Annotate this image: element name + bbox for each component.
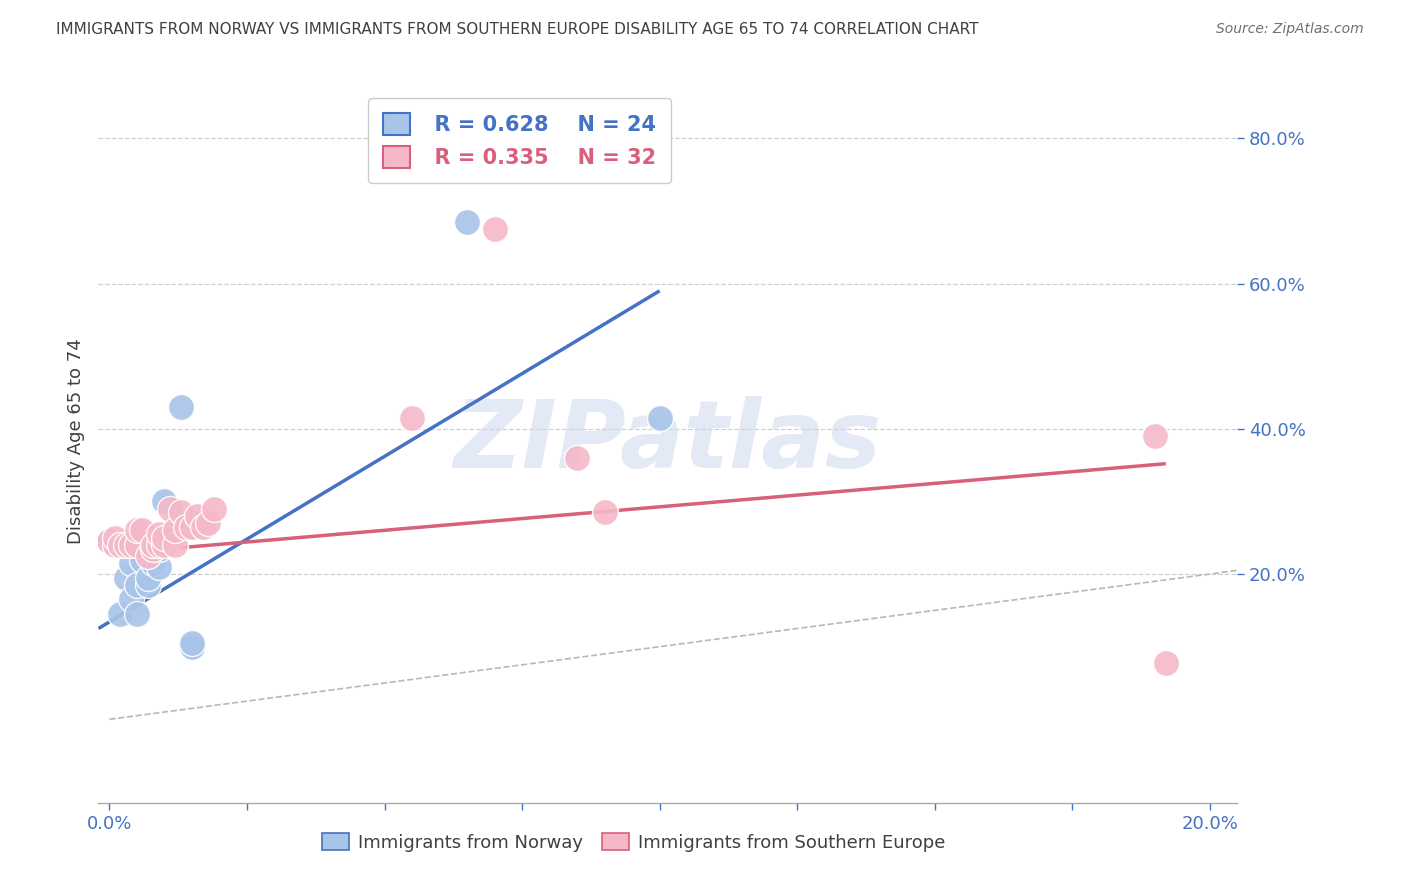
Point bbox=[142, 538, 165, 552]
Point bbox=[131, 552, 153, 566]
Point bbox=[593, 505, 616, 519]
Point bbox=[170, 400, 193, 414]
Point bbox=[565, 450, 588, 465]
Point bbox=[197, 516, 219, 531]
Point bbox=[153, 494, 176, 508]
Point bbox=[202, 501, 225, 516]
Point bbox=[110, 538, 132, 552]
Point bbox=[125, 538, 148, 552]
Point bbox=[120, 592, 142, 607]
Point bbox=[181, 640, 204, 654]
Point bbox=[181, 520, 204, 534]
Point bbox=[176, 520, 198, 534]
Point bbox=[159, 501, 181, 516]
Point bbox=[191, 520, 214, 534]
Point bbox=[153, 538, 176, 552]
Point bbox=[131, 524, 153, 538]
Point bbox=[142, 556, 165, 570]
Point bbox=[142, 541, 165, 556]
Point bbox=[484, 222, 506, 236]
Point bbox=[165, 524, 187, 538]
Point bbox=[125, 578, 148, 592]
Point bbox=[153, 531, 176, 545]
Point bbox=[186, 516, 208, 531]
Point bbox=[125, 524, 148, 538]
Point bbox=[142, 538, 165, 552]
Point bbox=[136, 578, 159, 592]
Point bbox=[131, 531, 153, 545]
Y-axis label: Disability Age 65 to 74: Disability Age 65 to 74 bbox=[66, 339, 84, 544]
Point bbox=[136, 549, 159, 563]
Point bbox=[401, 411, 423, 425]
Point bbox=[165, 538, 187, 552]
Point bbox=[104, 531, 127, 545]
Text: IMMIGRANTS FROM NORWAY VS IMMIGRANTS FROM SOUTHERN EUROPE DISABILITY AGE 65 TO 7: IMMIGRANTS FROM NORWAY VS IMMIGRANTS FRO… bbox=[56, 22, 979, 37]
Point bbox=[110, 607, 132, 621]
Point bbox=[1154, 656, 1177, 670]
Text: ZIPatlas: ZIPatlas bbox=[454, 395, 882, 488]
Point bbox=[120, 538, 142, 552]
Text: Source: ZipAtlas.com: Source: ZipAtlas.com bbox=[1216, 22, 1364, 37]
Point bbox=[170, 505, 193, 519]
Point bbox=[148, 538, 170, 552]
Point bbox=[98, 534, 121, 549]
Point bbox=[159, 531, 181, 545]
Point bbox=[1143, 429, 1166, 443]
Point bbox=[115, 571, 138, 585]
Point bbox=[181, 636, 204, 650]
Point bbox=[136, 571, 159, 585]
Legend: Immigrants from Norway, Immigrants from Southern Europe: Immigrants from Norway, Immigrants from … bbox=[315, 826, 952, 859]
Point bbox=[148, 527, 170, 541]
Point bbox=[115, 538, 138, 552]
Point bbox=[120, 556, 142, 570]
Point bbox=[456, 215, 478, 229]
Point bbox=[104, 538, 127, 552]
Point bbox=[148, 559, 170, 574]
Point bbox=[186, 508, 208, 523]
Point bbox=[165, 524, 187, 538]
Point bbox=[98, 534, 121, 549]
Point bbox=[648, 411, 671, 425]
Point bbox=[148, 541, 170, 556]
Point bbox=[125, 607, 148, 621]
